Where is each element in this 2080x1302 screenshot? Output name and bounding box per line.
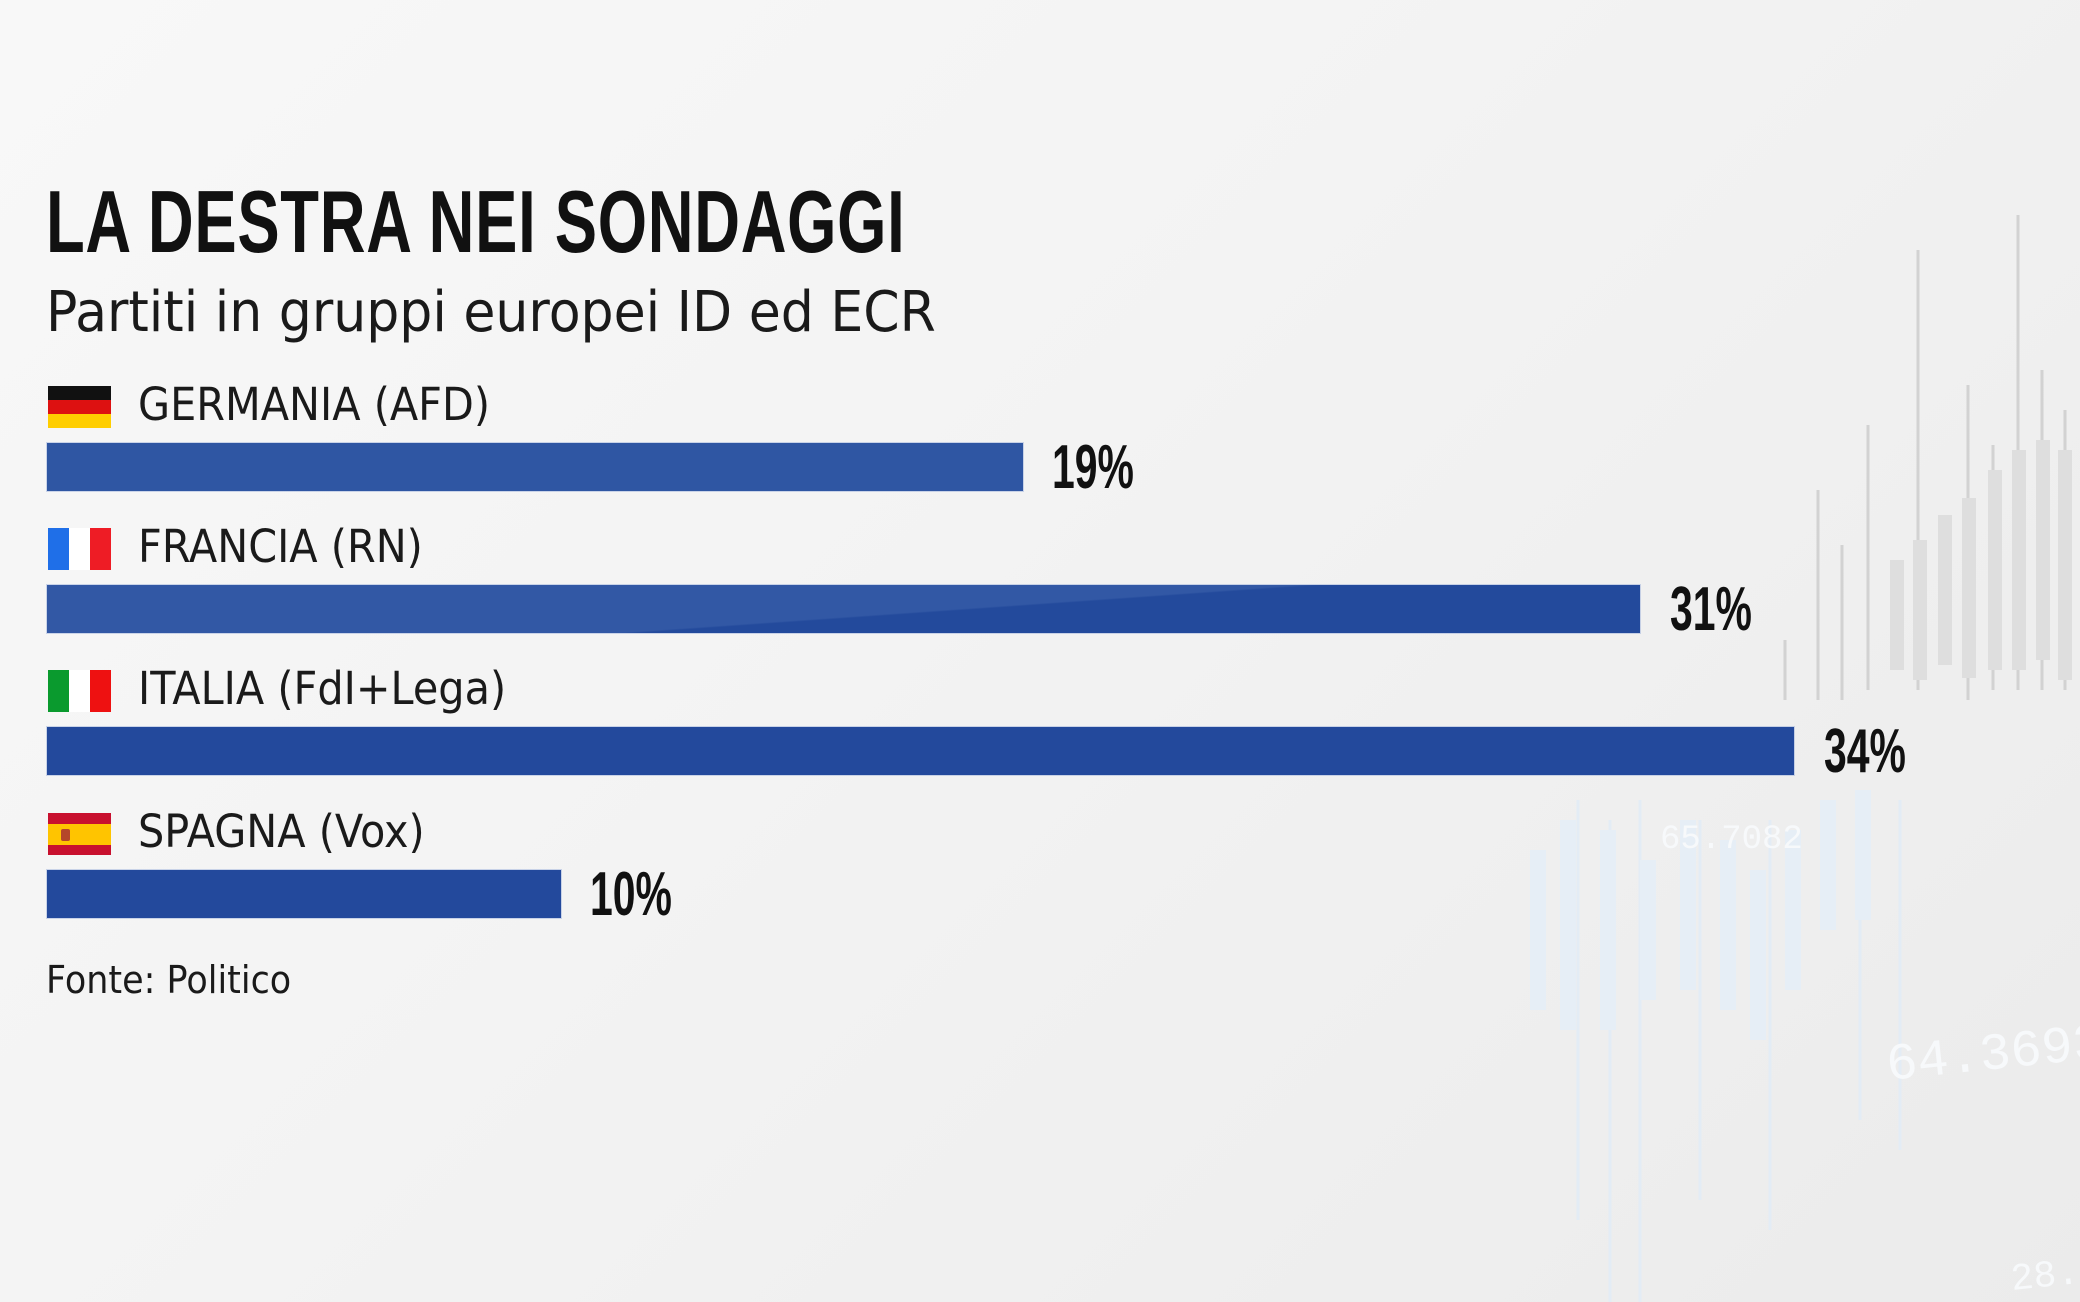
row-label-germania: GERMANIA (AFD) [138,378,491,431]
chart-title: LA DESTRA NEI SONDAGGI [46,172,906,271]
row-label-francia: FRANCIA (RN) [138,520,423,573]
value-spagna: 10% [590,860,672,929]
source-note: Fonte: Politico [46,958,292,1002]
bar-spagna [47,870,561,918]
svg-text:28.5: 28.5 [2009,1250,2080,1302]
germany-flag-icon [48,386,111,428]
bar-italia [47,727,1794,775]
bar-francia [47,585,1640,633]
value-germania: 19% [1052,433,1134,502]
value-francia: 31% [1670,575,1752,644]
italy-flag-icon [48,670,111,712]
row-label-spagna: SPAGNA (Vox) [138,805,425,858]
row-label-italia: ITALIA (FdI+Lega) [138,662,507,715]
spain-coat-of-arms-icon [61,828,70,841]
svg-text:64.3693: 64.3693 [1884,1014,2080,1096]
bar-germania [47,443,1023,491]
spain-flag-icon [48,813,111,855]
france-flag-icon [48,528,111,570]
svg-text:65.7082: 65.7082 [1660,821,1803,859]
chart-subtitle: Partiti in gruppi europei ID ed ECR [46,280,936,345]
value-italia: 34% [1824,717,1906,786]
